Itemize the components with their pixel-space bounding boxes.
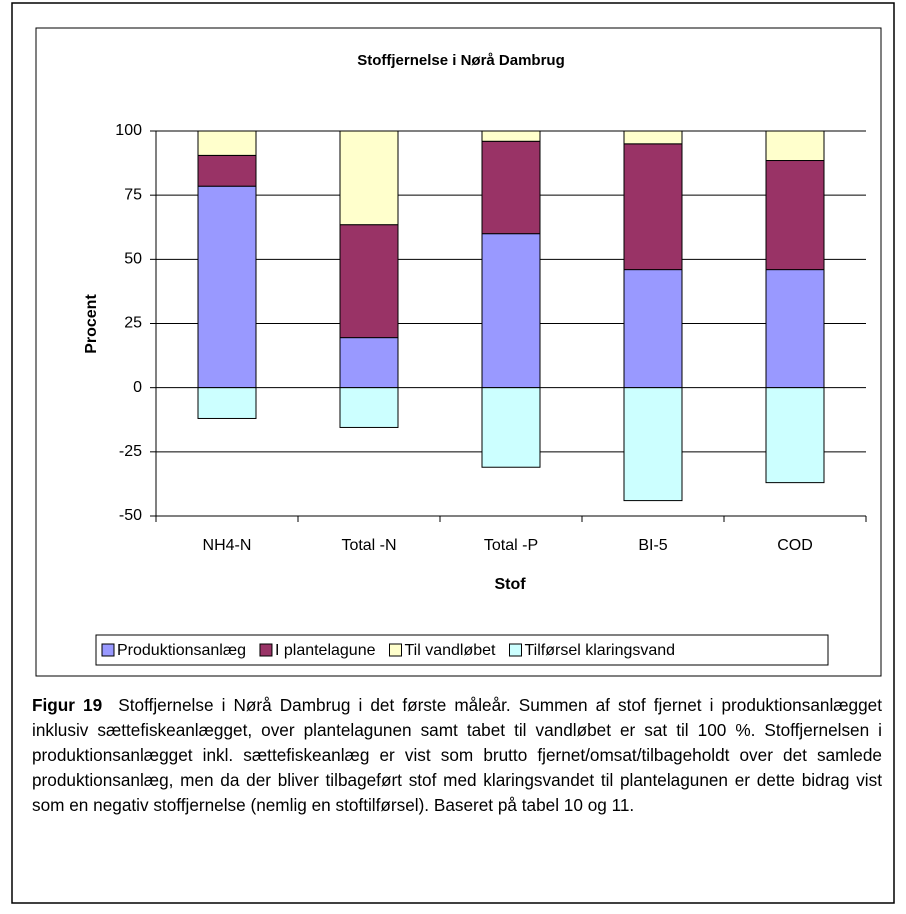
bar-segment bbox=[197, 154, 257, 187]
bar-segment bbox=[339, 387, 399, 428]
x-tick-label: NH4-N bbox=[203, 537, 252, 554]
y-tick-label: 50 bbox=[124, 251, 142, 268]
y-tick-label: -50 bbox=[119, 507, 142, 524]
bar-segment bbox=[197, 387, 257, 419]
y-tick-label: 0 bbox=[133, 379, 142, 396]
y-tick-label: -25 bbox=[119, 443, 142, 460]
legend-box bbox=[95, 634, 829, 666]
x-tick-label: COD bbox=[777, 537, 813, 554]
y-tick-label: 100 bbox=[115, 122, 142, 139]
chart-frame bbox=[35, 27, 882, 677]
bar-segment bbox=[339, 337, 399, 389]
bar-segment bbox=[623, 269, 683, 389]
bar-segment bbox=[623, 130, 683, 145]
bar-segment bbox=[197, 130, 257, 156]
y-tick-label: 25 bbox=[124, 315, 142, 332]
chart-title: Stoffjernelse i Nørå Dambrug bbox=[357, 52, 565, 69]
legend-swatch bbox=[509, 643, 522, 657]
bar-segment bbox=[765, 130, 825, 162]
legend-label: Tilførsel klaringsvand bbox=[525, 642, 676, 659]
outer-frame bbox=[11, 2, 895, 904]
legend-swatch bbox=[101, 643, 115, 657]
bar-segment bbox=[481, 233, 541, 389]
x-tick-label: Total -P bbox=[484, 537, 538, 554]
y-tick-label: 75 bbox=[124, 186, 142, 203]
legend-label: I plantelagune bbox=[275, 642, 376, 659]
bar-segment bbox=[197, 185, 257, 389]
bar-segment bbox=[339, 224, 399, 339]
bar-segment bbox=[765, 269, 825, 389]
caption-text: Stoffjernelse i Nørå Dambrug i det først… bbox=[32, 695, 883, 815]
bar-segment bbox=[339, 130, 399, 226]
bar-segment bbox=[481, 387, 541, 468]
legend-swatch bbox=[389, 643, 402, 657]
bar-segment bbox=[623, 387, 683, 502]
bar-segment bbox=[623, 143, 683, 271]
x-tick-label: Total -N bbox=[341, 537, 396, 554]
legend-label: Produktionsanlæg bbox=[117, 642, 246, 659]
bar-segment bbox=[481, 130, 541, 142]
bar-segment bbox=[765, 387, 825, 484]
bar-segment bbox=[765, 160, 825, 271]
legend-swatch bbox=[259, 643, 273, 657]
x-tick-label: BI-5 bbox=[638, 537, 667, 554]
x-axis-label: Stof bbox=[494, 576, 526, 593]
legend-label: Til vandløbet bbox=[405, 642, 497, 659]
caption: Figur 19 Stoffjernelse i Nørå Dambrug i … bbox=[32, 693, 882, 818]
caption-label: Figur 19 bbox=[32, 695, 103, 715]
bar-segment bbox=[481, 140, 541, 235]
y-axis-label: Procent bbox=[83, 294, 100, 354]
